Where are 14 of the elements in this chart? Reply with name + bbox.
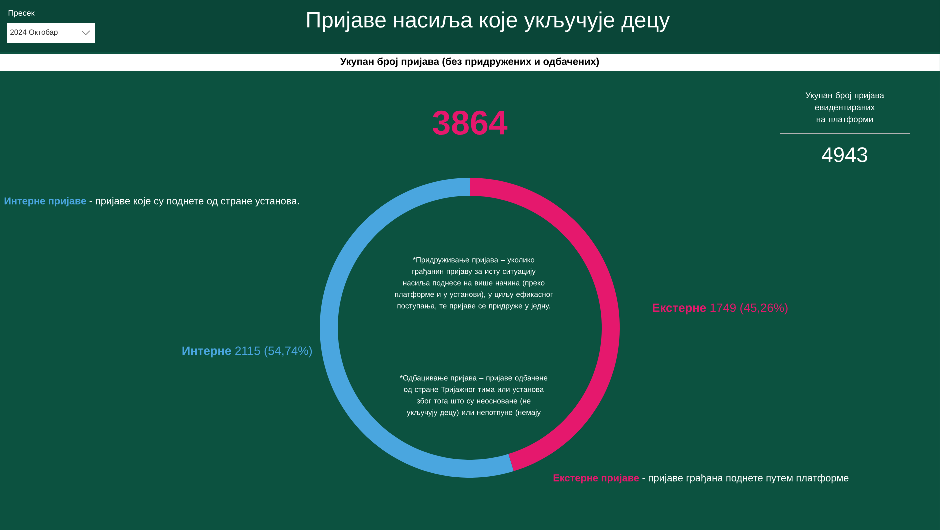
text: - пријаве грађана поднете путем платформе	[642, 474, 849, 484]
text: Екстерне пријаве	[554, 474, 640, 484]
text: Пресек	[8, 10, 35, 18]
data-label: 1749 (45,26%)	[710, 303, 788, 315]
data-label: 2115 (54,74%)	[236, 346, 312, 358]
text: 4943	[822, 148, 868, 162]
text: Интерне пријаве	[4, 197, 86, 207]
chart-subtitle: Укупан број пријава (без придружених и одбачених)	[340, 58, 600, 68]
slice-label: Интерне	[182, 346, 232, 358]
text: Укупан број пријава евидентираних на платформи	[806, 92, 884, 124]
chart-title: Пријаве насиља које укључује децу	[308, 12, 670, 32]
text: 3864	[432, 110, 508, 136]
text: - пријаве које су поднете од стране установа.	[90, 197, 300, 207]
slice-label: Екстерне	[653, 304, 706, 315]
